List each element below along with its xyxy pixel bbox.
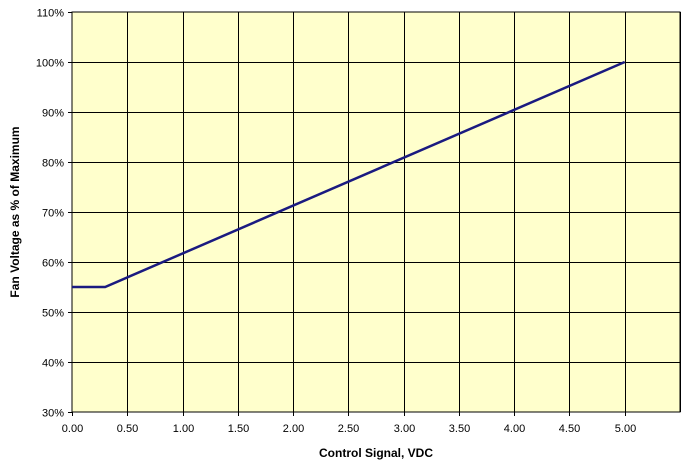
y-axis-title: Fan Voltage as % of Maximum [8, 126, 22, 297]
x-tick-label: 1.50 [228, 423, 249, 435]
y-tick-label: 110% [37, 8, 65, 20]
y-tick-label: 90% [42, 108, 64, 120]
x-tick-label: 3.50 [449, 423, 470, 435]
x-tick-label: 2.50 [338, 423, 359, 435]
x-tick-label: 0.00 [62, 423, 83, 435]
x-tick-label: 2.00 [283, 423, 304, 435]
y-tick-label: 60% [42, 258, 64, 270]
x-tick-label: 0.50 [117, 423, 138, 435]
y-tick-label: 40% [42, 358, 64, 370]
y-gridlines [72, 62, 680, 363]
x-axis-ticks: 0.00 0.50 1.00 1.50 2.00 2.50 3.00 3.50 4.00 4.50… [62, 412, 636, 435]
y-tick-label: 80% [42, 158, 64, 170]
x-tick-label: 3.00 [394, 423, 415, 435]
x-tick-label: 5.00 [615, 423, 636, 435]
y-tick-label: 50% [42, 308, 64, 320]
x-tick-label: 4.50 [559, 423, 580, 435]
x-tick-label: 1.00 [173, 423, 194, 435]
y-axis-ticks: 30% 40% 50% 60% 70% 80% 90% 100% 110% [36, 8, 72, 420]
y-tick-label: 100% [36, 58, 64, 70]
x-tick-label: 4.00 [504, 423, 525, 435]
series-group [72, 60, 626, 289]
y-tick-label: 30% [42, 408, 64, 420]
x-axis-title: Control Signal, VDC [319, 446, 433, 460]
y-tick-label: 70% [42, 208, 64, 220]
series-line [72, 60, 626, 289]
